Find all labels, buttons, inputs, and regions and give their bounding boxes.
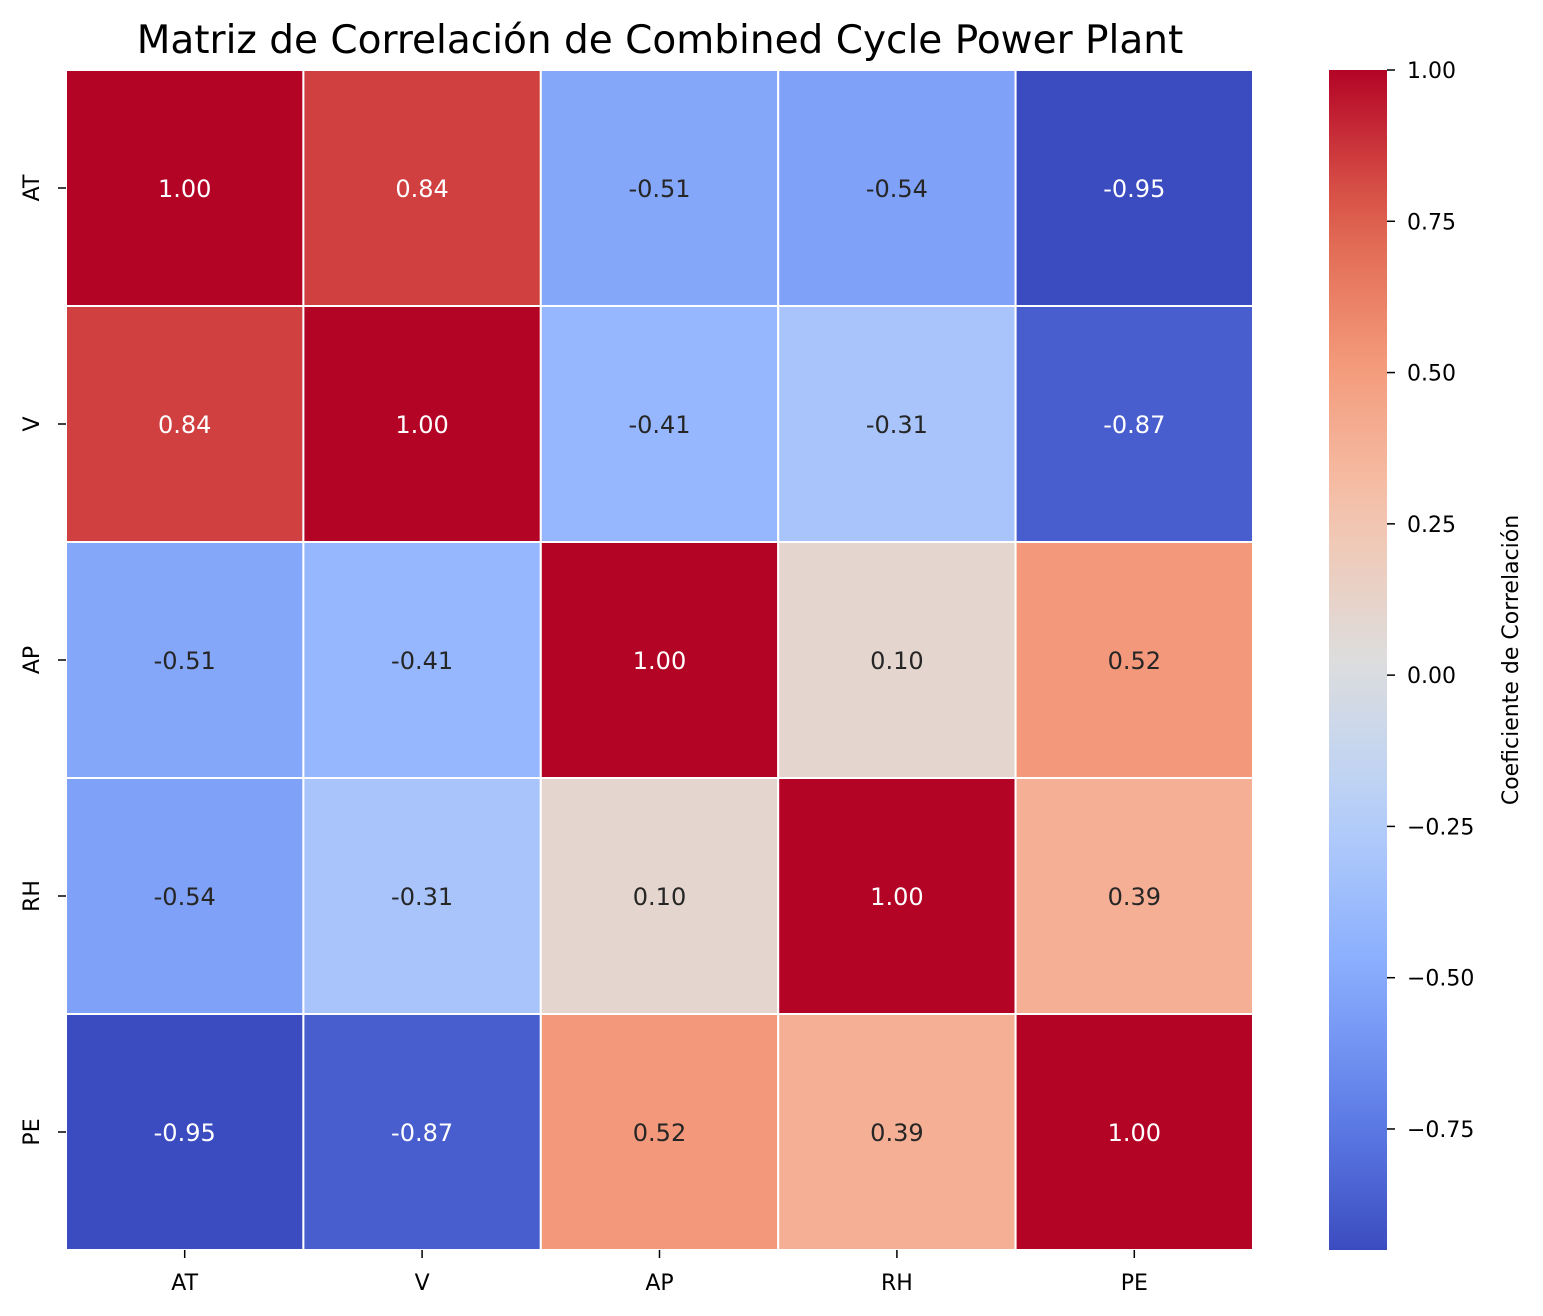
y-tick-label: PE: [20, 1118, 45, 1145]
y-tick-label: RH: [20, 880, 45, 912]
colorbar-tick-label: −0.75: [1407, 1118, 1474, 1143]
cell-value-label: -0.31: [391, 883, 453, 911]
heatmap-cell: [1014, 69, 1254, 307]
heatmap-cell: [539, 69, 780, 307]
cell-value-label: 0.10: [633, 883, 686, 911]
heatmap-cell: [539, 541, 780, 779]
heatmap-cells: 1.00 0.84 -0.51 -0.54 -0.95 0.84 1.00 -0.41 -0.3…: [65, 69, 1254, 1251]
cell-value-label: 0.10: [870, 647, 923, 675]
colorbar-tick-label: 0.00: [1407, 664, 1456, 689]
x-tick-label: AT: [171, 1271, 198, 1296]
cell-value-label: 0.84: [395, 175, 448, 203]
y-axis: AT V AP RH PE: [20, 174, 66, 1146]
cell-value-label: 1.00: [633, 647, 686, 675]
x-axis: AT V AP RH PE: [171, 1250, 1148, 1296]
colorbar-tick-label: 0.75: [1407, 210, 1456, 235]
cell-value-label: -0.31: [866, 411, 928, 439]
cell-value-label: 0.39: [1108, 883, 1161, 911]
x-tick-label: V: [415, 1271, 430, 1296]
cell-value-label: 1.00: [158, 175, 211, 203]
cell-value-label: -0.54: [866, 175, 928, 203]
cell-value-label: 1.00: [1108, 1119, 1161, 1147]
cell-value-label: -0.51: [154, 647, 216, 675]
cell-value-label: 0.52: [1108, 647, 1161, 675]
cell-value-label: -0.54: [154, 883, 216, 911]
heatmap-cell: [777, 777, 1017, 1015]
cell-value-label: 0.52: [633, 1119, 686, 1147]
cell-value-label: 0.84: [158, 411, 211, 439]
heatmap-cell: [302, 1013, 542, 1251]
heatmap-cell: [65, 1013, 305, 1251]
cell-value-label: 1.00: [870, 883, 923, 911]
y-tick-label: V: [20, 416, 45, 431]
colorbar-tick-label: −0.25: [1407, 815, 1474, 840]
heatmap-cell: [1014, 541, 1254, 779]
colorbar-tick-label: 0.50: [1407, 362, 1456, 387]
heatmap-cell: [65, 305, 305, 543]
heatmap-cell: [1014, 1013, 1254, 1251]
y-tick-label: AP: [20, 646, 45, 674]
chart-title: Matriz de Correlación de Combined Cycle …: [137, 18, 1184, 63]
cell-value-label: -0.41: [628, 411, 690, 439]
x-tick-label: RH: [881, 1271, 913, 1296]
cell-value-label: -0.51: [628, 175, 690, 203]
colorbar-tick-label: 1.00: [1407, 59, 1456, 84]
x-tick-label: AP: [645, 1271, 673, 1296]
heatmap-cell: [1014, 777, 1254, 1015]
heatmap-cell: [65, 69, 305, 307]
cell-value-label: -0.95: [154, 1119, 216, 1147]
colorbar-gradient: [1329, 70, 1387, 1250]
colorbar: 1.00 0.75 0.50 0.25 0.00 −0.25 −0.50 −0.75 Coefi…: [1329, 59, 1524, 1250]
colorbar-tick-label: 0.25: [1407, 513, 1456, 538]
heatmap-cell: [302, 541, 542, 779]
colorbar-tick-label: −0.50: [1407, 967, 1474, 992]
cell-value-label: -0.87: [391, 1119, 453, 1147]
heatmap-cell: [777, 541, 1017, 779]
heatmap-cell: [1014, 305, 1254, 543]
heatmap-cell: [302, 777, 542, 1015]
cell-value-label: 1.00: [395, 411, 448, 439]
x-tick-label: PE: [1121, 1271, 1148, 1296]
y-tick-label: AT: [20, 174, 45, 201]
cell-value-label: -0.87: [1103, 411, 1165, 439]
heatmap-cell: [539, 777, 780, 1015]
heatmap-cell: [539, 305, 780, 543]
heatmap-cell: [777, 69, 1017, 307]
cell-value-label: -0.41: [391, 647, 453, 675]
cell-value-label: 0.39: [870, 1119, 923, 1147]
cell-value-label: -0.95: [1103, 175, 1165, 203]
heatmap-cell: [539, 1013, 780, 1251]
heatmap-cell: [302, 69, 542, 307]
colorbar-label: Coeficiente de Correlación: [1499, 515, 1524, 805]
